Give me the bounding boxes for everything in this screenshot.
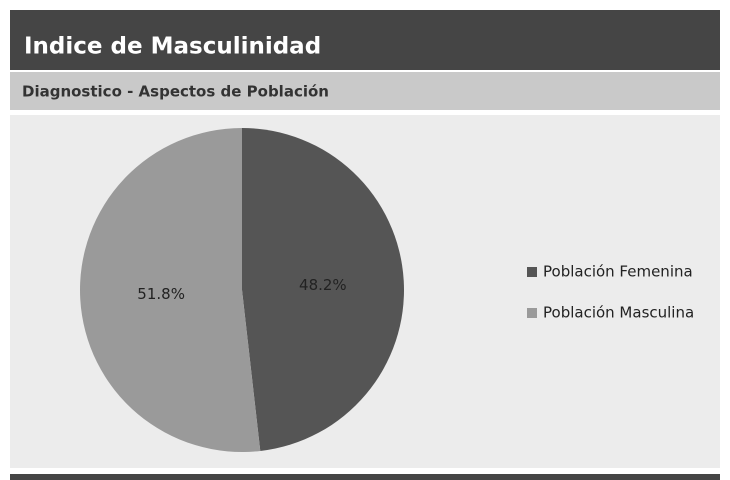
legend-label: Población Masculina (543, 304, 694, 322)
legend-label: Población Femenina (543, 263, 693, 281)
legend-swatch (527, 308, 537, 318)
footer-bar (10, 474, 720, 480)
data-label: 48.2% (299, 276, 347, 294)
pie-slice (80, 128, 261, 452)
subtitle-bar (10, 72, 720, 110)
legend-swatch (527, 267, 537, 277)
header-bar (10, 10, 720, 70)
data-label: 51.8% (137, 285, 185, 303)
title: Indice de Masculinidad (24, 34, 321, 60)
pie-slice (242, 128, 404, 451)
subtitle: Diagnostico - Aspectos de Población (22, 83, 329, 101)
